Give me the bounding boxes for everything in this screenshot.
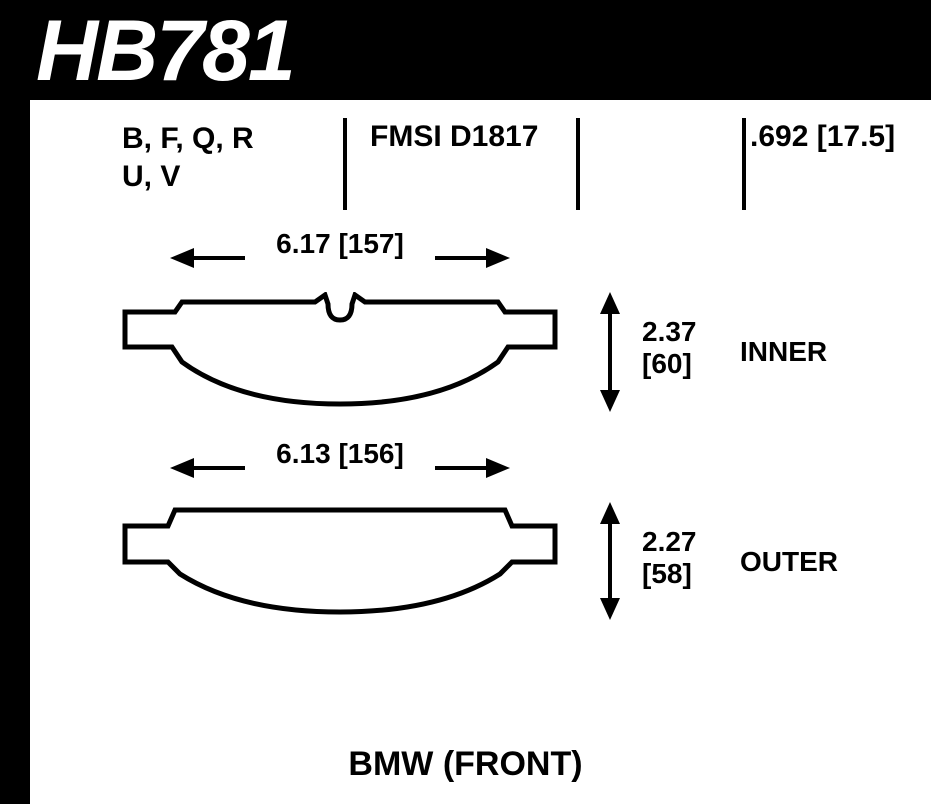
fmsi-code: FMSI D1817 bbox=[370, 120, 538, 154]
separator bbox=[742, 118, 746, 210]
inner-height-mm: [60] bbox=[642, 348, 697, 380]
separator bbox=[343, 118, 347, 210]
inner-pad-shape bbox=[120, 292, 560, 412]
outer-pad-shape bbox=[120, 502, 560, 620]
compounds-line2: U, V bbox=[122, 158, 254, 196]
outer-height-in: 2.27 bbox=[642, 526, 697, 558]
compounds-list: B, F, Q, R U, V bbox=[122, 120, 254, 195]
application-label: BMW (FRONT) bbox=[0, 745, 931, 784]
inner-label: INNER bbox=[740, 336, 827, 368]
thickness-value: .692 [17.5] bbox=[750, 120, 895, 154]
outer-height-label: 2.27 [58] bbox=[642, 526, 697, 590]
outer-height-arrow bbox=[590, 502, 630, 620]
info-row: B, F, Q, R U, V FMSI D1817 .692 [17.5] bbox=[60, 120, 911, 220]
inner-height-label: 2.37 [60] bbox=[642, 316, 697, 380]
outer-label: OUTER bbox=[740, 546, 838, 578]
outer-height-mm: [58] bbox=[642, 558, 697, 590]
part-number: HB781 bbox=[36, 2, 294, 101]
inner-height-in: 2.37 bbox=[642, 316, 697, 348]
compounds-line1: B, F, Q, R bbox=[122, 120, 254, 158]
side-bar bbox=[0, 100, 30, 804]
outer-width-label: 6.13 [156] bbox=[245, 438, 435, 470]
separator bbox=[576, 118, 580, 210]
inner-height-arrow bbox=[590, 292, 630, 412]
inner-width-label: 6.17 [157] bbox=[245, 228, 435, 260]
